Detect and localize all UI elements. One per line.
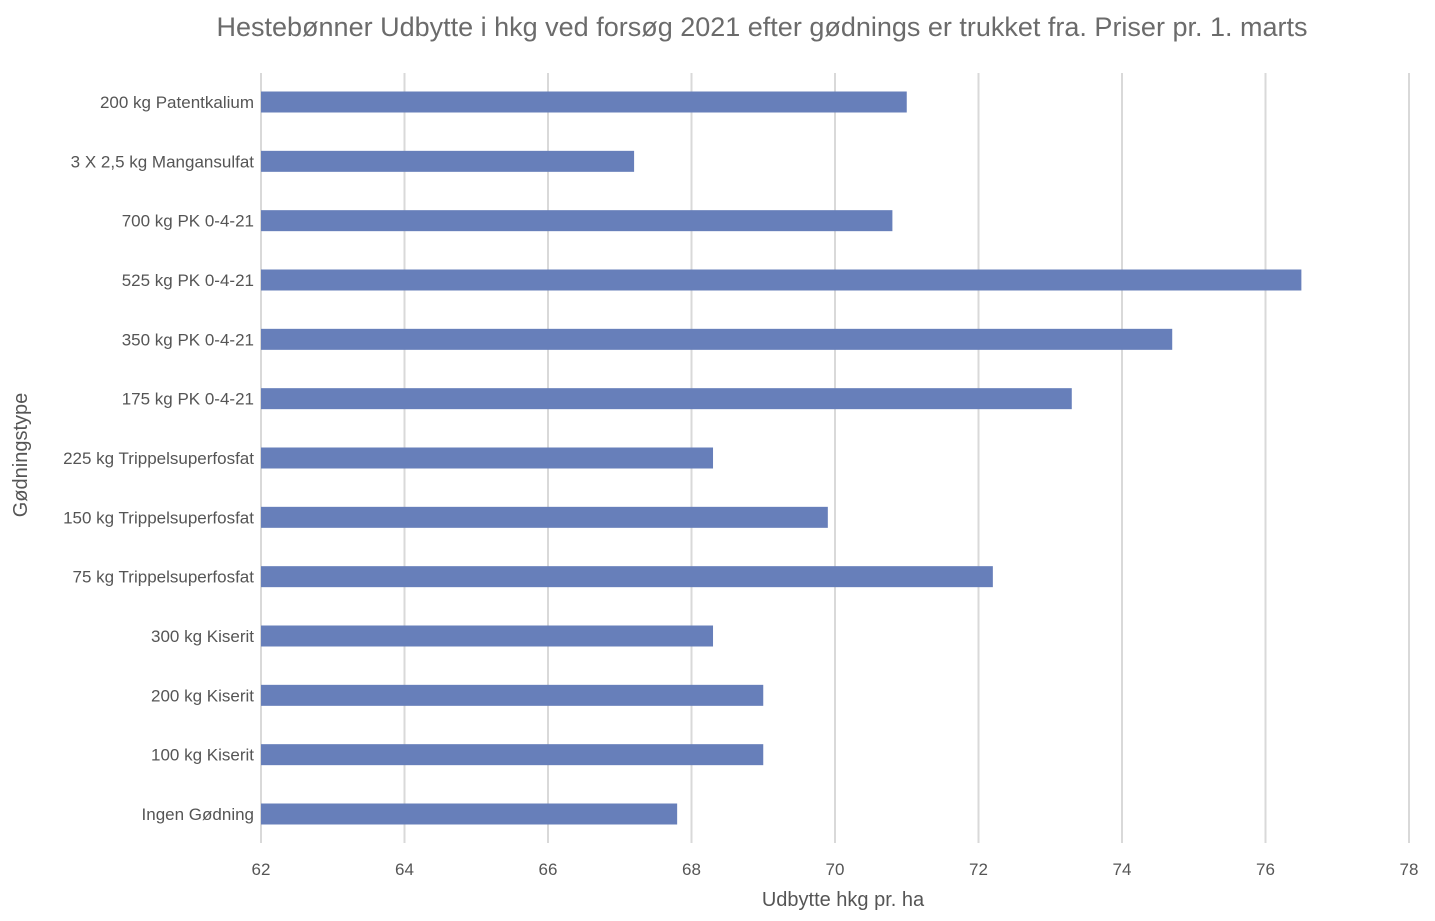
gridlines — [260, 73, 1410, 843]
category-label: Ingen Gødning — [142, 805, 254, 824]
bar — [261, 506, 828, 528]
category-label: 200 kg Kiserit — [151, 686, 254, 705]
bar — [261, 328, 1173, 350]
x-tick-label: 70 — [826, 860, 845, 879]
category-label: 150 kg Trippelsuperfosfat — [63, 508, 254, 527]
category-label: 100 kg Kiserit — [151, 746, 254, 765]
bar — [261, 388, 1072, 410]
x-tick-label: 68 — [682, 860, 701, 879]
x-tick-labels: 62 64 66 68 70 72 74 76 78 — [252, 860, 1419, 879]
x-tick-label: 62 — [252, 860, 271, 879]
category-label: 350 kg PK 0-4-21 — [122, 330, 254, 349]
x-axis-title: Udbytte hkg pr. ha — [762, 889, 925, 911]
bar — [261, 447, 714, 469]
category-label: 175 kg PK 0-4-21 — [122, 390, 254, 409]
bar — [261, 566, 993, 588]
category-label: 225 kg Trippelsuperfosfat — [63, 449, 254, 468]
bar — [261, 625, 714, 647]
chart-title: Hestebønner Udbytte i hkg ved forsøg 202… — [217, 12, 1308, 42]
category-labels: 200 kg Patentkalium 3 X 2,5 kg Mangansulf… — [63, 93, 254, 824]
category-label: 525 kg PK 0-4-21 — [122, 271, 254, 290]
bar — [261, 210, 893, 232]
bar — [261, 684, 764, 706]
bar — [261, 91, 907, 113]
category-label: 3 X 2,5 kg Mangansulfat — [71, 152, 255, 171]
bars — [261, 91, 1302, 825]
bar — [261, 744, 764, 766]
x-tick-label: 64 — [395, 860, 414, 879]
category-label: 200 kg Patentkalium — [100, 93, 254, 112]
x-tick-label: 72 — [969, 860, 988, 879]
bar — [261, 269, 1302, 291]
y-axis-title: Gødningstype — [10, 393, 32, 518]
bar — [261, 150, 635, 172]
x-tick-label: 76 — [1256, 860, 1275, 879]
x-tick-label: 74 — [1113, 860, 1132, 879]
category-label: 75 kg Trippelsuperfosfat — [73, 568, 255, 587]
bar — [261, 803, 678, 825]
x-tick-label: 66 — [539, 860, 558, 879]
category-label: 700 kg PK 0-4-21 — [122, 212, 254, 231]
category-label: 300 kg Kiserit — [151, 627, 254, 646]
x-tick-label: 78 — [1400, 860, 1419, 879]
